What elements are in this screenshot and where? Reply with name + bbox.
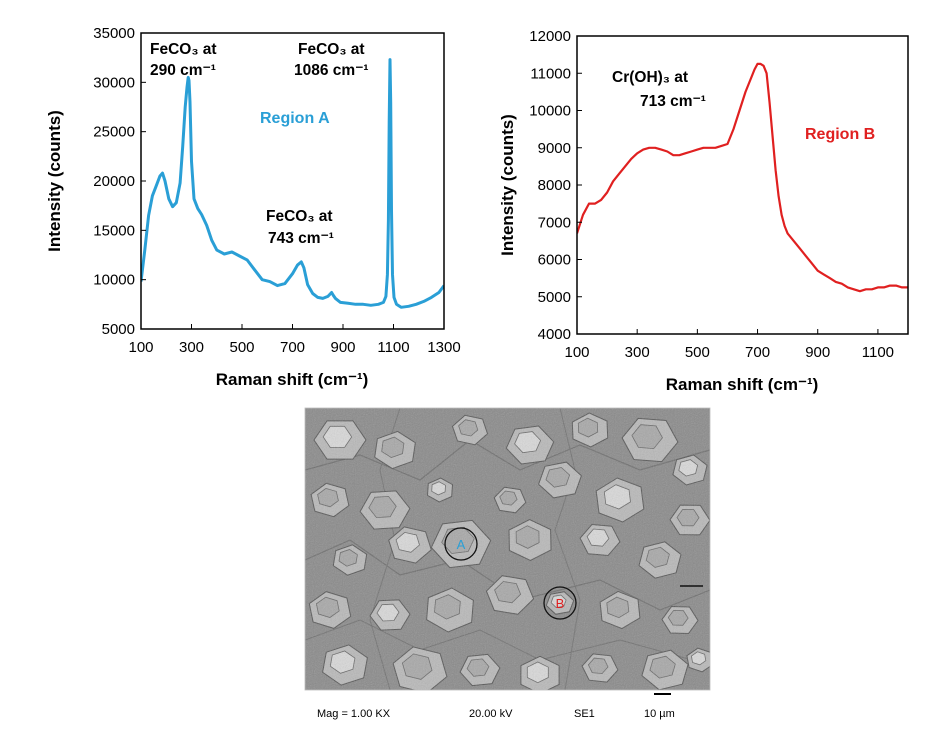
sem-micrograph: A B Mag = 1.00 KX 20.00 kV SE1 10 µm — [304, 407, 711, 720]
sem-region-a-circle — [444, 527, 478, 561]
sem-region-a-marker: A — [457, 537, 466, 552]
chart-a-ylabel: Intensity (counts) — [45, 110, 64, 252]
chart-b-series-label: Region B — [805, 126, 875, 143]
chart-b-xtick-label: 100 — [564, 344, 589, 361]
chart-b-ytick-label: 5000 — [538, 289, 571, 306]
chart-b-ytick-label: 10000 — [529, 103, 571, 120]
chart-a-xtick-label: 500 — [229, 339, 254, 356]
sem-detector: SE1 — [574, 708, 595, 720]
chart-b-ytick-label: 6000 — [538, 252, 571, 269]
chart-a-annotation-290-line2: 290 cm⁻¹ — [150, 62, 216, 79]
chart-a-annotation-743-line1: FeCO₃ at — [266, 208, 333, 225]
chart-b-ytick-label: 11000 — [530, 65, 571, 82]
chart-a-ytick-label: 10000 — [93, 272, 135, 289]
chart-b-ytick-label: 4000 — [538, 326, 571, 343]
sem-scale-label: 10 µm — [644, 708, 675, 720]
chart-b-xtick-label: 300 — [625, 344, 650, 361]
chart-b-ytick-label: 7000 — [538, 214, 571, 231]
chart-a-series-label: Region A — [260, 110, 330, 127]
chart-a-xtick-label: 1300 — [427, 339, 460, 356]
chart-b-xtick-label: 500 — [685, 344, 710, 361]
chart-b-annotation-line2: 713 cm⁻¹ — [640, 93, 706, 110]
chart-b-xtick-label: 700 — [745, 344, 770, 361]
chart-b-xtick-label: 900 — [805, 344, 830, 361]
chart-a-ytick-label: 20000 — [93, 173, 135, 190]
chart-a-ytick-label: 5000 — [102, 321, 135, 338]
chart-b-series-line — [577, 62, 908, 293]
raman-chart-region-b: 100 300 500 700 900 1100 4000 5000 6000 7000 8000 9… — [498, 28, 909, 394]
sem-voltage: 20.00 kV — [469, 708, 513, 720]
chart-a-xtick-label: 100 — [128, 339, 153, 356]
chart-a-annotation-1086-line1: FeCO₃ at — [298, 41, 365, 58]
chart-a-xlabel: Raman shift (cm⁻¹) — [216, 370, 369, 389]
chart-a-annotation-1086-line2: 1086 cm⁻¹ — [294, 62, 369, 79]
chart-a-ytick-label: 35000 — [93, 25, 135, 42]
sem-magnification: Mag = 1.00 KX — [317, 708, 391, 720]
chart-a-annotation-290-line1: FeCO₃ at — [150, 41, 217, 58]
chart-a-xtick-label: 1100 — [377, 339, 409, 356]
sem-region-b-circle — [543, 586, 577, 620]
raman-chart-region-a: 100 300 500 700 900 1100 1300 5000 10000 15000 200… — [45, 25, 461, 389]
sem-region-b-marker: B — [556, 596, 565, 611]
chart-b-xlabel: Raman shift (cm⁻¹) — [666, 375, 819, 394]
chart-a-xtick-label: 700 — [280, 339, 305, 356]
chart-b-ytick-label: 8000 — [538, 177, 571, 194]
chart-b-annotation-line1: Cr(OH)₃ at — [612, 69, 688, 86]
chart-a-xtick-label: 300 — [179, 339, 204, 356]
chart-a-ytick-label: 25000 — [93, 124, 135, 141]
chart-b-ylabel: Intensity (counts) — [498, 114, 517, 256]
chart-a-series-line — [141, 58, 444, 309]
chart-a-xtick-label: 900 — [330, 339, 355, 356]
chart-b-ytick-label: 12000 — [529, 28, 571, 45]
chart-a-ytick-label: 15000 — [93, 222, 135, 239]
chart-a-annotation-743-line2: 743 cm⁻¹ — [268, 230, 334, 247]
chart-b-xtick-label: 1100 — [862, 344, 894, 361]
chart-a-ytick-label: 30000 — [93, 74, 135, 91]
chart-b-ytick-label: 9000 — [538, 140, 571, 157]
